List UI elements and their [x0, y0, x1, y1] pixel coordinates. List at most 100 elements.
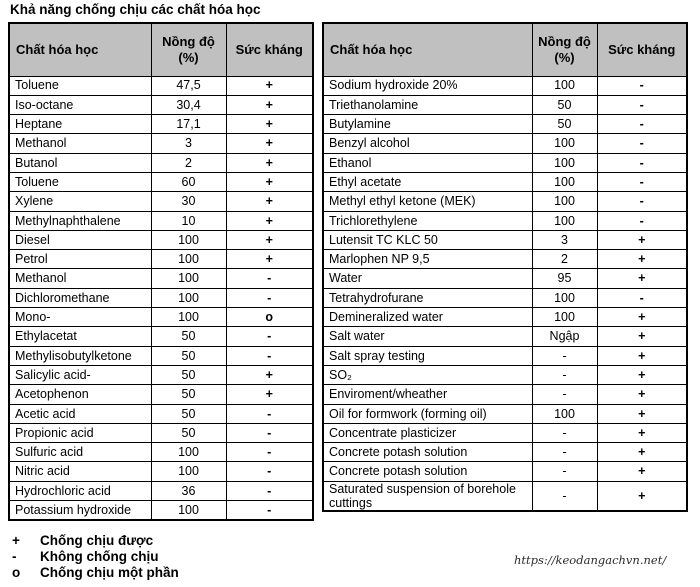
table-row: Demineralized water 100 +: [322, 307, 688, 328]
concentration-cell: 100: [531, 152, 598, 173]
chemical-name-cell: Enviroment/wheather: [322, 384, 533, 405]
concentration-cell: 50: [531, 94, 598, 116]
chemical-name-cell: Tetrahydrofurane: [322, 287, 533, 309]
legend-label: Chống chịu một phần: [40, 565, 179, 580]
table-row: Salt spray testing - +: [322, 345, 688, 366]
concentration-cell: 100: [150, 229, 227, 251]
table-row: Xylene 30 +: [8, 191, 314, 212]
concentration-cell: -: [531, 442, 598, 463]
watermark-link: https://keodangachvn.net/: [514, 553, 667, 567]
resistance-cell: +: [596, 384, 688, 405]
concentration-cell: 100: [531, 75, 598, 96]
concentration-cell: 50: [150, 326, 227, 347]
resistance-cell: -: [596, 114, 688, 135]
table-row: Methyl ethyl ketone (MEK) 100-: [322, 191, 688, 212]
chemical-name-cell: Methylisobutylketone: [8, 345, 152, 366]
resistance-cell: +: [225, 384, 314, 405]
concentration-cell: 36: [150, 480, 227, 502]
concentration-cell: 50: [150, 364, 227, 386]
table-row: Butylamine 50-: [322, 114, 688, 135]
chemical-resistance-table-left: Chất hóa học Nồng độ (%) Sức kháng Tolue…: [8, 22, 314, 521]
resistance-cell: -: [596, 287, 688, 309]
concentration-cell: 95: [531, 268, 598, 289]
concentration-cell: 100: [531, 133, 598, 154]
col-header-resistance: Sức kháng: [225, 22, 314, 77]
chemical-name-cell: Concentrate plasticizer: [322, 422, 533, 444]
resistance-cell: -: [225, 268, 314, 289]
resistance-cell: +: [225, 114, 314, 135]
resistance-cell: +: [596, 268, 688, 289]
col-header-chemical: Chất hóa học: [322, 22, 533, 77]
concentration-cell: 10: [150, 210, 227, 231]
table-row: Mono- 100 o: [8, 307, 314, 328]
chemical-name-cell: Hydrochloric acid: [8, 480, 152, 502]
table-row: Benzyl alcohol 100-: [322, 133, 688, 154]
concentration-cell: 50: [150, 422, 227, 444]
legend-symbol: -: [12, 549, 17, 564]
left-table-body: Toluene 47,5 + Iso-octane 30,4 + Heptane 17,1 + M…: [8, 75, 314, 521]
resistance-cell: +: [596, 229, 688, 251]
table-row: Sulfuric acid 100-: [8, 442, 314, 463]
resistance-cell: +: [225, 171, 314, 193]
resistance-cell: -: [596, 133, 688, 154]
chemical-name-cell: Acetic acid: [8, 403, 152, 424]
concentration-cell: 100: [531, 191, 598, 212]
table-row: Ethanol 100-: [322, 152, 688, 173]
table-row: Concrete potash solution - +: [322, 461, 688, 482]
concentration-cell: 30: [150, 191, 227, 212]
page-title: Khả năng chống chịu các chất hóa học: [10, 2, 261, 17]
chemical-name-cell: Petrol: [8, 249, 152, 270]
resistance-cell: +: [225, 249, 314, 270]
chemical-name-cell: Nitric acid: [8, 461, 152, 482]
table-row: Water 95 +: [322, 268, 688, 289]
chemical-name-cell: Trichlorethylene: [322, 210, 533, 231]
chemical-name-cell: Iso-octane: [8, 94, 152, 116]
table-row: Methanol 3 +: [8, 133, 314, 154]
table-row: Tetrahydrofurane 100-: [322, 287, 688, 309]
chemical-name-cell: Propionic acid: [8, 422, 152, 444]
chemical-name-cell: Demineralized water: [322, 307, 533, 328]
concentration-cell: 50: [150, 384, 227, 405]
header-row: Chất hóa học Nồng độ (%) Sức kháng: [322, 22, 688, 77]
table-row: Salt water Ngập +: [322, 326, 688, 347]
resistance-cell: -: [225, 345, 314, 366]
resistance-cell: o: [225, 307, 314, 328]
right-table-body: Sodium hydroxide 20% 100- Triethanolamine 5…: [322, 75, 688, 512]
chemical-name-cell: Methanol: [8, 133, 152, 154]
concentration-cell: -: [531, 422, 598, 444]
concentration-cell: 100: [531, 307, 598, 328]
chemical-name-cell: Methyl ethyl ketone (MEK): [322, 191, 533, 212]
concentration-cell: 100: [150, 287, 227, 309]
chemical-name-cell: Concrete potash solution: [322, 461, 533, 482]
table-row: Toluene 47,5 +: [8, 75, 314, 96]
chemical-name-cell: SO₂: [322, 364, 533, 386]
table-row: Salicylic acid- 50 +: [8, 364, 314, 386]
concentration-cell: 2: [150, 152, 227, 173]
concentration-cell: 3: [150, 133, 227, 154]
legend-item: + Chống chịu được: [12, 533, 179, 549]
resistance-cell: +: [596, 345, 688, 366]
table-row: Ethyl acetate 100-: [322, 171, 688, 193]
col-header-resistance: Sức kháng: [596, 22, 688, 77]
table-row: Sodium hydroxide 20% 100-: [322, 75, 688, 96]
chemical-name-cell: Sulfuric acid: [8, 442, 152, 463]
table-row: Enviroment/wheather - +: [322, 384, 688, 405]
legend-item: - Không chống chịu: [12, 549, 179, 565]
resistance-cell: +: [596, 326, 688, 347]
table-row: Triethanolamine 50-: [322, 94, 688, 116]
legend-symbol: o: [12, 565, 21, 580]
header-row: Chất hóa học Nồng độ (%) Sức kháng: [8, 22, 314, 77]
table-row: Methylnaphthalene 10 +: [8, 210, 314, 231]
chemical-name-cell: Acetophenon: [8, 384, 152, 405]
concentration-cell: 2: [531, 249, 598, 270]
resistance-cell: +: [225, 364, 314, 386]
concentration-cell: 100: [150, 461, 227, 482]
concentration-cell: 30,4: [150, 94, 227, 116]
table-row: Propionic acid 50-: [8, 422, 314, 444]
chemical-name-cell: Triethanolamine: [322, 94, 533, 116]
table-row: SO₂ - +: [322, 364, 688, 386]
concentration-cell: -: [531, 480, 598, 512]
concentration-cell: -: [531, 384, 598, 405]
chemical-name-cell: Butanol: [8, 152, 152, 173]
